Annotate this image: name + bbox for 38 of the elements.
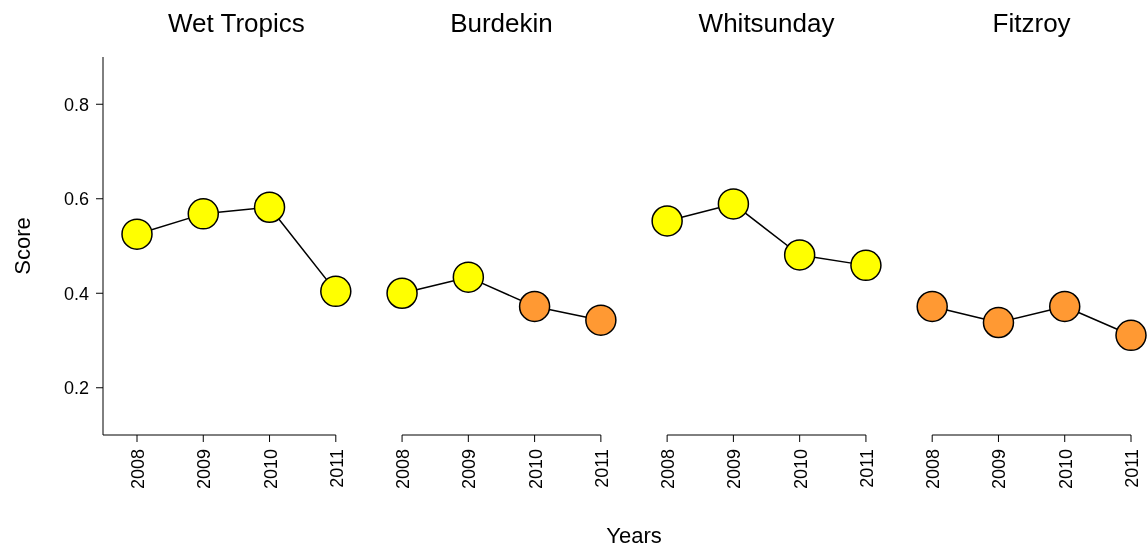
y-tick-label: 0.4	[63, 283, 89, 304]
x-tick-label: 2010	[260, 449, 281, 490]
point	[253, 191, 286, 224]
x-tick-label: 2008	[128, 449, 148, 490]
x-tick-label: 2009	[194, 449, 215, 490]
x-tick-label: 2010	[525, 449, 546, 490]
point	[916, 290, 948, 323]
point	[320, 275, 352, 308]
point	[1115, 319, 1147, 352]
x-tick-label: 2008	[658, 449, 679, 490]
text: Fitzroy	[992, 8, 1071, 38]
point	[783, 239, 816, 271]
point	[1048, 290, 1081, 323]
point	[121, 218, 153, 250]
point	[717, 188, 750, 220]
x-tick-label: 2010	[1055, 449, 1076, 490]
text: Whitsunday	[698, 8, 835, 38]
x-tick-label: 2011	[326, 449, 347, 488]
x-tick-label: 2009	[724, 449, 745, 490]
x-tick-label: 2011	[856, 449, 877, 488]
y-tick-label: 0.2	[63, 378, 89, 399]
point	[982, 306, 1015, 339]
y-tick-label: 0.8	[63, 94, 89, 115]
x-tick-label: 2008	[923, 449, 944, 490]
x-tick-label: 2009	[459, 449, 480, 490]
point	[187, 198, 220, 230]
text: Wet Tropics	[168, 8, 305, 38]
x-axis-title: Years	[606, 523, 662, 548]
x-tick-label: 2011	[591, 449, 612, 488]
y-tick-label: 0.6	[63, 189, 89, 210]
y-axis-title: Score	[10, 217, 35, 275]
point	[850, 249, 882, 282]
x-tick-label: 2008	[393, 449, 414, 490]
x-tick-label: 2010	[790, 449, 811, 490]
text: Burdekin	[450, 8, 553, 38]
x-tick-label: 2011	[1122, 449, 1142, 488]
point	[651, 205, 683, 237]
x-tick-label: 2009	[989, 449, 1010, 490]
